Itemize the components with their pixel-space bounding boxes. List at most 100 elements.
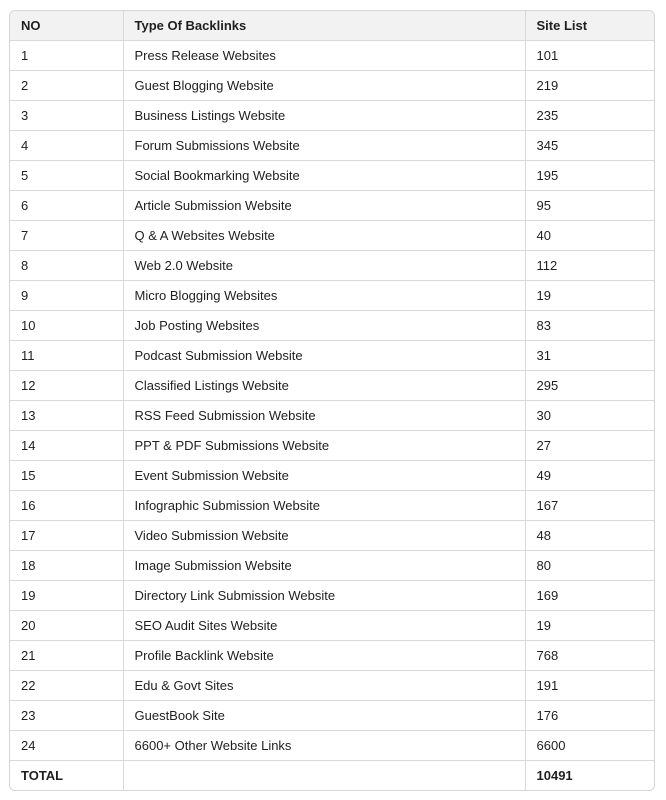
row-no-cell: 6 [10, 190, 124, 221]
table-row: 13 RSS Feed Submission Website 30 [10, 400, 654, 431]
row-site-list-cell: 191 [525, 670, 654, 701]
table-row: 15 Event Submission Website 49 [10, 460, 654, 491]
row-site-list-cell: 30 [525, 400, 654, 431]
total-row: TOTAL 10491 [10, 760, 654, 790]
row-no-cell: 18 [10, 550, 124, 581]
table-row: 12 Classified Listings Website 295 [10, 370, 654, 401]
table-row: 2 Guest Blogging Website 219 [10, 70, 654, 101]
row-site-list-cell: 195 [525, 160, 654, 191]
row-site-list-cell: 27 [525, 430, 654, 461]
row-site-list-cell: 176 [525, 700, 654, 731]
row-type-cell: Job Posting Websites [123, 310, 526, 341]
row-type-cell: GuestBook Site [123, 700, 526, 731]
row-type-cell: Directory Link Submission Website [123, 580, 526, 611]
header-row: NO Type Of Backlinks Site List [10, 11, 654, 41]
row-site-list-cell: 219 [525, 70, 654, 101]
table-header: NO Type Of Backlinks Site List [10, 11, 654, 41]
row-site-list-cell: 48 [525, 520, 654, 551]
table-row: 1 Press Release Websites 101 [10, 40, 654, 71]
total-type [123, 760, 526, 790]
row-site-list-cell: 169 [525, 580, 654, 611]
table-row: 4 Forum Submissions Website 345 [10, 130, 654, 161]
row-site-list-cell: 40 [525, 220, 654, 251]
row-no-cell: 9 [10, 280, 124, 311]
row-site-list-cell: 6600 [525, 730, 654, 761]
row-no-cell: 11 [10, 340, 124, 371]
row-site-list-cell: 167 [525, 490, 654, 521]
row-no-cell: 10 [10, 310, 124, 341]
table-row: 10 Job Posting Websites 83 [10, 310, 654, 341]
row-site-list-cell: 112 [525, 250, 654, 281]
row-site-list-cell: 101 [525, 40, 654, 71]
table-row: 17 Video Submission Website 48 [10, 520, 654, 551]
row-no-cell: 12 [10, 370, 124, 401]
row-type-cell: Social Bookmarking Website [123, 160, 526, 191]
row-no-cell: 14 [10, 430, 124, 461]
table-row: 16 Infographic Submission Website 167 [10, 490, 654, 521]
row-type-cell: Forum Submissions Website [123, 130, 526, 161]
row-type-cell: Classified Listings Website [123, 370, 526, 401]
row-type-cell: SEO Audit Sites Website [123, 610, 526, 641]
total-label: TOTAL [10, 760, 124, 790]
backlinks-table-container: NO Type Of Backlinks Site List 1 Press Re… [9, 10, 655, 791]
row-type-cell: Micro Blogging Websites [123, 280, 526, 311]
row-no-cell: 17 [10, 520, 124, 551]
table-row: 3 Business Listings Website 235 [10, 100, 654, 131]
table-row: 11 Podcast Submission Website 31 [10, 340, 654, 371]
row-site-list-cell: 80 [525, 550, 654, 581]
row-no-cell: 23 [10, 700, 124, 731]
row-type-cell: Infographic Submission Website [123, 490, 526, 521]
row-type-cell: Business Listings Website [123, 100, 526, 131]
row-type-cell: Guest Blogging Website [123, 70, 526, 101]
row-type-cell: Web 2.0 Website [123, 250, 526, 281]
table-row: 6 Article Submission Website 95 [10, 190, 654, 221]
table-row: 5 Social Bookmarking Website 195 [10, 160, 654, 191]
table-row: 19 Directory Link Submission Website 169 [10, 580, 654, 611]
row-site-list-cell: 345 [525, 130, 654, 161]
row-site-list-cell: 768 [525, 640, 654, 671]
row-site-list-cell: 49 [525, 460, 654, 491]
header-site-list: Site List [525, 11, 654, 41]
row-site-list-cell: 31 [525, 340, 654, 371]
table-row: 23 GuestBook Site 176 [10, 700, 654, 731]
row-site-list-cell: 19 [525, 610, 654, 641]
row-site-list-cell: 19 [525, 280, 654, 311]
row-site-list-cell: 235 [525, 100, 654, 131]
backlinks-table: NO Type Of Backlinks Site List 1 Press Re… [10, 11, 654, 790]
row-no-cell: 21 [10, 640, 124, 671]
row-type-cell: Video Submission Website [123, 520, 526, 551]
row-site-list-cell: 295 [525, 370, 654, 401]
table-row: 8 Web 2.0 Website 112 [10, 250, 654, 281]
row-no-cell: 16 [10, 490, 124, 521]
row-type-cell: Podcast Submission Website [123, 340, 526, 371]
row-type-cell: RSS Feed Submission Website [123, 400, 526, 431]
table-row: 20 SEO Audit Sites Website 19 [10, 610, 654, 641]
table-row: 21 Profile Backlink Website 768 [10, 640, 654, 671]
row-no-cell: 8 [10, 250, 124, 281]
table-row: 22 Edu & Govt Sites 191 [10, 670, 654, 701]
row-type-cell: 6600+ Other Website Links [123, 730, 526, 761]
header-type-of-backlinks: Type Of Backlinks [123, 11, 526, 41]
table-body: 1 Press Release Websites 101 2 Guest Bloggin… [10, 40, 654, 790]
row-no-cell: 20 [10, 610, 124, 641]
row-no-cell: 22 [10, 670, 124, 701]
row-no-cell: 2 [10, 70, 124, 101]
row-site-list-cell: 95 [525, 190, 654, 221]
table-row: 24 6600+ Other Website Links 6600 [10, 730, 654, 761]
header-no: NO [10, 11, 124, 41]
row-type-cell: Profile Backlink Website [123, 640, 526, 671]
total-sites: 10491 [525, 760, 654, 790]
table-row: 9 Micro Blogging Websites 19 [10, 280, 654, 311]
row-site-list-cell: 83 [525, 310, 654, 341]
row-no-cell: 24 [10, 730, 124, 761]
row-no-cell: 4 [10, 130, 124, 161]
table-row: 14 PPT & PDF Submissions Website 27 [10, 430, 654, 461]
row-type-cell: Event Submission Website [123, 460, 526, 491]
row-type-cell: Edu & Govt Sites [123, 670, 526, 701]
row-no-cell: 7 [10, 220, 124, 251]
row-no-cell: 13 [10, 400, 124, 431]
row-type-cell: Press Release Websites [123, 40, 526, 71]
row-no-cell: 19 [10, 580, 124, 611]
table-row: 18 Image Submission Website 80 [10, 550, 654, 581]
